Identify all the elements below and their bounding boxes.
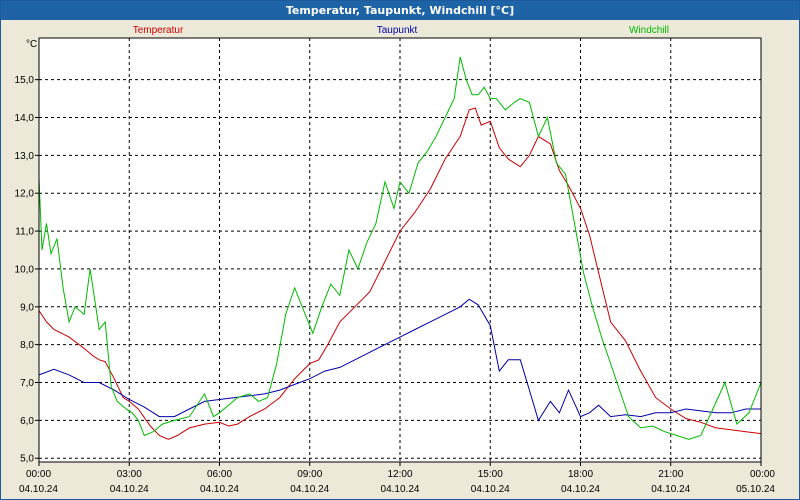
- x-tick-time: 00:00: [26, 469, 51, 480]
- x-tick-date: 04.10.24: [651, 484, 690, 495]
- x-tick-time: 21:00: [658, 469, 683, 480]
- x-tick-date: 04.10.24: [110, 484, 149, 495]
- y-tick-label: 11,0: [15, 227, 34, 238]
- y-tick-label: 5,0: [20, 454, 34, 465]
- axes: [35, 37, 762, 466]
- x-tick-time: 18:00: [568, 469, 593, 480]
- x-tick-date: 04.10.24: [19, 484, 58, 495]
- x-tick-date: 04.10.24: [290, 484, 329, 495]
- y-tick-label: 10,0: [15, 264, 35, 275]
- y-tick-label: 9,0: [20, 302, 34, 313]
- legend-taupunkt: Taupunkt: [377, 25, 418, 36]
- x-tick-time: 03:00: [117, 469, 142, 480]
- series-line-windchill: [38, 56, 762, 440]
- x-tick-date: 04.10.24: [561, 484, 600, 495]
- legend-temperatur: Temperatur: [133, 25, 184, 36]
- y-tick-label: 13,0: [15, 151, 35, 162]
- legend: Temperatur Taupunkt Windchill: [133, 25, 669, 36]
- y-tick-label: 7,0: [20, 378, 34, 389]
- x-tick-time: 12:00: [387, 469, 412, 480]
- y-tick-label: 15,0: [15, 75, 35, 86]
- y-tick-label: 6,0: [20, 416, 34, 427]
- x-tick-time: 15:00: [478, 469, 503, 480]
- x-tick-date: 05.10.24: [736, 484, 775, 495]
- y-axis-unit: °C: [26, 39, 37, 50]
- grid: [39, 38, 761, 462]
- x-tick-date: 04.10.24: [381, 484, 420, 495]
- y-tick-label: 14,0: [15, 113, 35, 124]
- x-tick-time: 00:00: [750, 469, 775, 480]
- series-line-temperatur: [38, 107, 762, 440]
- x-tick-date: 04.10.24: [471, 484, 510, 495]
- legend-windchill: Windchill: [629, 25, 669, 36]
- y-tick-label: 8,0: [20, 340, 34, 351]
- x-tick-time: 09:00: [297, 469, 322, 480]
- tick-labels: °C 5,0 6,0 7,0 8,0 9,0 10,0 11,0 12,0 13,0 14,0 15,…: [15, 39, 776, 495]
- x-tick-date: 04.10.24: [200, 484, 239, 495]
- chart-title: Temperatur, Taupunkt, Windchill [°C]: [1, 1, 799, 20]
- x-tick-time: 06:00: [207, 469, 232, 480]
- series-group: [38, 56, 762, 440]
- y-tick-label: 12,0: [15, 189, 35, 200]
